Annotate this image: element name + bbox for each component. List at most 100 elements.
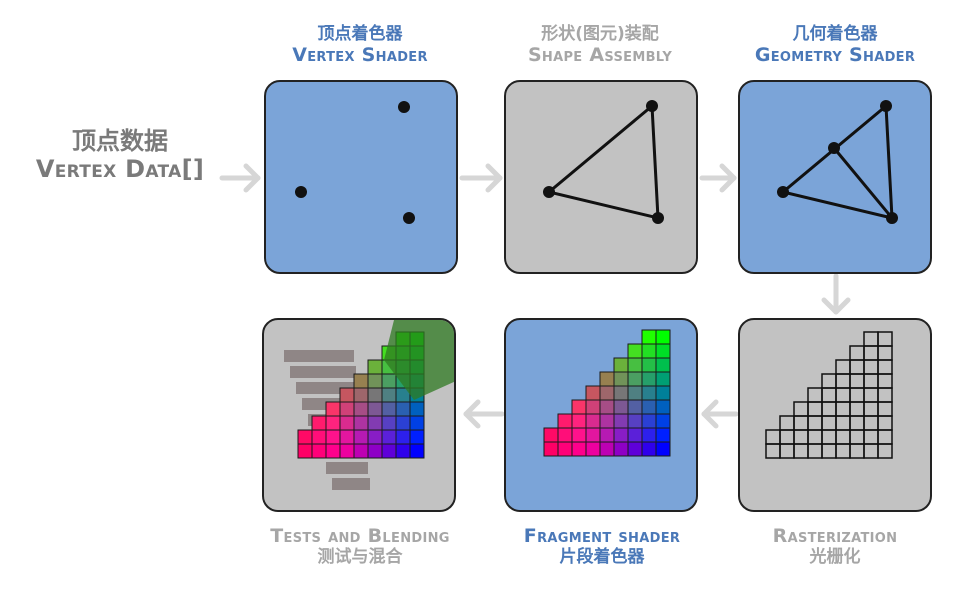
pixel-cell (655, 357, 671, 373)
pixel-cell (599, 399, 615, 415)
pixel-cell (599, 441, 615, 457)
pixel-cell (835, 387, 851, 403)
pixel-cell (655, 399, 671, 415)
vertex-shader-label: 顶点着色器 Vertex Shader (255, 24, 465, 66)
tests-blending-box (262, 318, 456, 512)
pixel-cell (849, 373, 865, 389)
vertex-point (403, 212, 415, 224)
pixel-cell (849, 429, 865, 445)
pixel-cell (655, 427, 671, 443)
pixel-cell (835, 429, 851, 445)
pixel-cell (599, 371, 615, 387)
pixel-cell (599, 427, 615, 443)
pixel-cell (571, 399, 587, 415)
fragment-shader-box (504, 318, 698, 512)
pixel-cell (367, 359, 383, 375)
pixel-cell (849, 359, 865, 375)
pixel-cell (877, 415, 893, 431)
pixel-cell (863, 415, 879, 431)
pixel-cell (627, 357, 643, 373)
pixel-cell (627, 385, 643, 401)
pixel-cell (325, 429, 341, 445)
pixel-cell (585, 385, 601, 401)
blended-fragments (284, 320, 454, 490)
pixel-cell (835, 359, 851, 375)
pixel-cell (284, 350, 354, 362)
pixel-cell (835, 401, 851, 417)
pixel-cell (641, 329, 657, 345)
pixel-cell (655, 329, 671, 345)
pixel-cell (877, 429, 893, 445)
pixel-cell (627, 371, 643, 387)
pixel-cell (779, 415, 795, 431)
pixel-cell (849, 387, 865, 403)
pixel-cell (863, 401, 879, 417)
pixel-cell (655, 441, 671, 457)
pixel-cell (821, 401, 837, 417)
pixel-cell (877, 373, 893, 389)
pixel-cell (627, 413, 643, 429)
pixel-cell (863, 443, 879, 459)
geometry-shader-label-cn: 几何着色器 (792, 24, 878, 44)
pixel-cell (367, 415, 383, 431)
shape-assembly-box (504, 80, 698, 274)
tests-blending-label-cn: 测试与混合 (317, 546, 403, 567)
arrow-shape-to-geometry (699, 163, 737, 193)
pixel-cell (655, 385, 671, 401)
arrow-raster-to-fragment (701, 399, 739, 429)
pixel-cell (557, 413, 573, 429)
pixel-cell (863, 373, 879, 389)
pixel-cell (793, 443, 809, 459)
pixel-cell (557, 427, 573, 443)
pixel-cell (793, 401, 809, 417)
pixel-cell (395, 401, 411, 417)
pixel-cell (655, 413, 671, 429)
pixel-cell (571, 427, 587, 443)
fragment-shader-label: Fragment shader 片段着色器 (492, 525, 712, 567)
pixel-cell (311, 429, 327, 445)
arrow-vertex-to-shape (459, 163, 503, 193)
pixel-cell (627, 343, 643, 359)
pixel-cell (807, 401, 823, 417)
pixel-cell (367, 401, 383, 417)
pixel-cell (641, 371, 657, 387)
pixel-cell (381, 429, 397, 445)
vertex-shader-label-cn: 顶点着色器 (317, 24, 403, 44)
pixel-cell (297, 429, 313, 445)
pixel-cell (655, 343, 671, 359)
pixel-cell (863, 387, 879, 403)
pixel-cell (613, 399, 629, 415)
pixel-cell (807, 387, 823, 403)
pixel-cell (877, 331, 893, 347)
colored-fragments (543, 329, 671, 457)
vertex-point (398, 101, 410, 113)
pixel-cell (353, 373, 369, 389)
pixel-cell (627, 441, 643, 457)
pixel-cell (339, 443, 355, 459)
pixel-cell (311, 443, 327, 459)
pixel-cell (835, 415, 851, 431)
shape-assembly-label: 形状(图元)装配 Shape Assembly (495, 24, 705, 66)
pixel-cell (381, 373, 397, 389)
pixel-cell (353, 401, 369, 417)
pixel-cell (641, 357, 657, 373)
pixel-cell (339, 415, 355, 431)
pixel-cell (793, 415, 809, 431)
pixel-cell (585, 399, 601, 415)
pixel-cell (409, 443, 425, 459)
pixel-cell (641, 399, 657, 415)
pixel-cell (395, 443, 411, 459)
pixel-cell (613, 441, 629, 457)
arrow-geometry-to-raster (821, 273, 851, 315)
arrow-fragment-to-tests (463, 399, 505, 429)
pixel-cell (821, 415, 837, 431)
rasterization-label: Rasterization 光栅化 (730, 525, 940, 567)
pixel-cell (599, 413, 615, 429)
pixel-cell (807, 429, 823, 445)
pixel-cell (557, 441, 573, 457)
pixel-cell (571, 441, 587, 457)
pixel-cell (807, 415, 823, 431)
pixel-cell (863, 429, 879, 445)
tests-blending-label: Tests and Blending 测试与混合 (245, 525, 475, 567)
